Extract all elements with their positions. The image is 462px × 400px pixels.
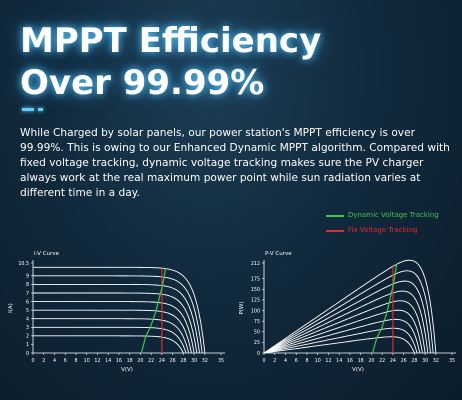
intro-paragraph: While Charged by solar panels, our power…: [20, 127, 450, 199]
pv-x-tick-label: 10: [315, 358, 321, 364]
pv-ylabel: P(W): [239, 301, 245, 314]
pv-y-tick-label: 175: [251, 277, 260, 283]
legend-label-fixed: Fix Voltage Tracking: [348, 226, 418, 234]
iv-x-tick-label: 35: [218, 358, 224, 364]
pv-xlabel: V(V): [352, 367, 364, 373]
title-accent-dash-long: [22, 108, 34, 111]
iv-xlabel: V(V): [121, 367, 133, 373]
iv-curve-2: [33, 326, 187, 354]
pv-x-tick-label: 18: [358, 358, 364, 364]
pv-x-tick-label: 6: [295, 358, 298, 364]
iv-x-tick-label: 14: [105, 358, 111, 364]
iv-curve-7: [33, 283, 200, 354]
pv-dynamic-tracking-line: [371, 264, 398, 354]
pv-x-tick-label: 26: [401, 358, 407, 364]
iv-x-tick-label: 16: [116, 358, 122, 364]
iv-x-tick-label: 26: [170, 358, 176, 364]
pv-x-tick-label: 14: [336, 358, 342, 364]
pv-curve-1: [263, 336, 415, 354]
legend-swatch-dynamic: [326, 215, 344, 217]
iv-curve-5: [33, 301, 195, 354]
pv-x-tick-label: 8: [305, 358, 308, 364]
pv-y-tick-label: 50: [254, 330, 260, 336]
legend-swatch-fixed: [326, 230, 344, 232]
iv-x-tick-label: 24: [159, 358, 165, 364]
iv-y-tick-label: 10.5: [18, 261, 29, 267]
pv-x-tick-label: 28: [411, 358, 417, 364]
pv-y-tick-label: 125: [251, 298, 260, 304]
pv-x-tick-label: 24: [390, 358, 396, 364]
pv-y-tick-label: 100: [251, 308, 260, 314]
headline-line-1: MPPT Efficiency: [20, 21, 322, 61]
iv-x-tick-label: 0: [31, 358, 34, 364]
iv-x-tick-label: 18: [127, 358, 133, 364]
iv-y-tick-label: 5: [26, 308, 29, 314]
pv-curve-4: [263, 309, 423, 354]
pv-curve-5: [263, 300, 426, 354]
iv-x-tick-label: 10: [84, 358, 90, 364]
pv-x-tick-label: 22: [379, 358, 385, 364]
pv-x-tick-label: 30: [422, 358, 428, 364]
iv-x-tick-label: 4: [53, 358, 56, 364]
iv-x-tick-label: 20: [137, 358, 143, 364]
iv-x-tick-label: 8: [74, 358, 77, 364]
iv-x-tick-label: 30: [191, 358, 197, 364]
pv-curve-6: [263, 290, 429, 354]
pv-x-tick-label: 2: [273, 358, 276, 364]
iv-x-tick-label: 2: [42, 358, 45, 364]
iv-x-tick-label: 12: [94, 358, 100, 364]
iv-curve-8: [33, 275, 203, 354]
pv-x-tick-label: 0: [262, 358, 265, 364]
pv-y-tick-label: 75: [254, 319, 260, 325]
pv-title: P-V Curve: [265, 251, 292, 257]
pv-x-tick-label: 20: [368, 358, 374, 364]
iv-y-tick-label: 4: [26, 317, 29, 323]
iv-y-tick-label: 9: [26, 274, 29, 280]
iv-y-tick-label: 7: [26, 291, 29, 297]
pv-y-tick-label: 150: [251, 287, 260, 293]
pv-y-tick-label: 0: [257, 351, 260, 357]
pv-x-tick-label: 12: [325, 358, 331, 364]
iv-x-tick-label: 6: [64, 358, 67, 364]
pv-x-tick-label: 4: [284, 358, 287, 364]
iv-y-tick-label: 3: [26, 325, 29, 331]
iv-y-tick-label: 8: [26, 282, 29, 288]
headline-line-2: Over 99.99%: [20, 63, 265, 103]
iv-curve-9: [33, 266, 206, 354]
pv-curve-2: [263, 327, 418, 354]
pv-curve-7: [263, 280, 431, 354]
iv-y-tick-label: 2: [26, 334, 29, 340]
pv-x-tick-label: 35: [449, 358, 455, 364]
iv-curve-4: [33, 309, 192, 354]
iv-curve-1: [33, 335, 184, 354]
iv-y-tick-label: 1: [26, 342, 29, 348]
iv-ylabel: I(A): [8, 303, 14, 313]
pv-curve-8: [263, 270, 434, 354]
iv-y-tick-label: 6: [26, 299, 29, 305]
iv-y-tick-label: 0: [26, 351, 29, 357]
iv-title: I-V Curve: [34, 251, 60, 257]
headline: MPPT Efficiency Over 99.99%: [20, 20, 321, 104]
pv-y-tick-label: 212: [251, 261, 260, 267]
pv-curve-3: [263, 318, 421, 354]
pv-x-tick-label: 32: [433, 358, 439, 364]
iv-curve-6: [33, 292, 198, 354]
iv-x-tick-label: 22: [148, 358, 154, 364]
iv-x-tick-label: 32: [202, 358, 208, 364]
pv-y-tick-label: 25: [254, 340, 260, 346]
iv-dynamic-tracking-line: [140, 268, 167, 354]
pv-x-tick-label: 16: [347, 358, 353, 364]
iv-x-tick-label: 28: [180, 358, 186, 364]
pv-curve-9: [263, 259, 437, 354]
title-accent-dash-short: [38, 108, 43, 111]
iv-curve-3: [33, 318, 190, 354]
legend-label-dynamic: Dynamic Voltage Tracking: [348, 211, 439, 219]
